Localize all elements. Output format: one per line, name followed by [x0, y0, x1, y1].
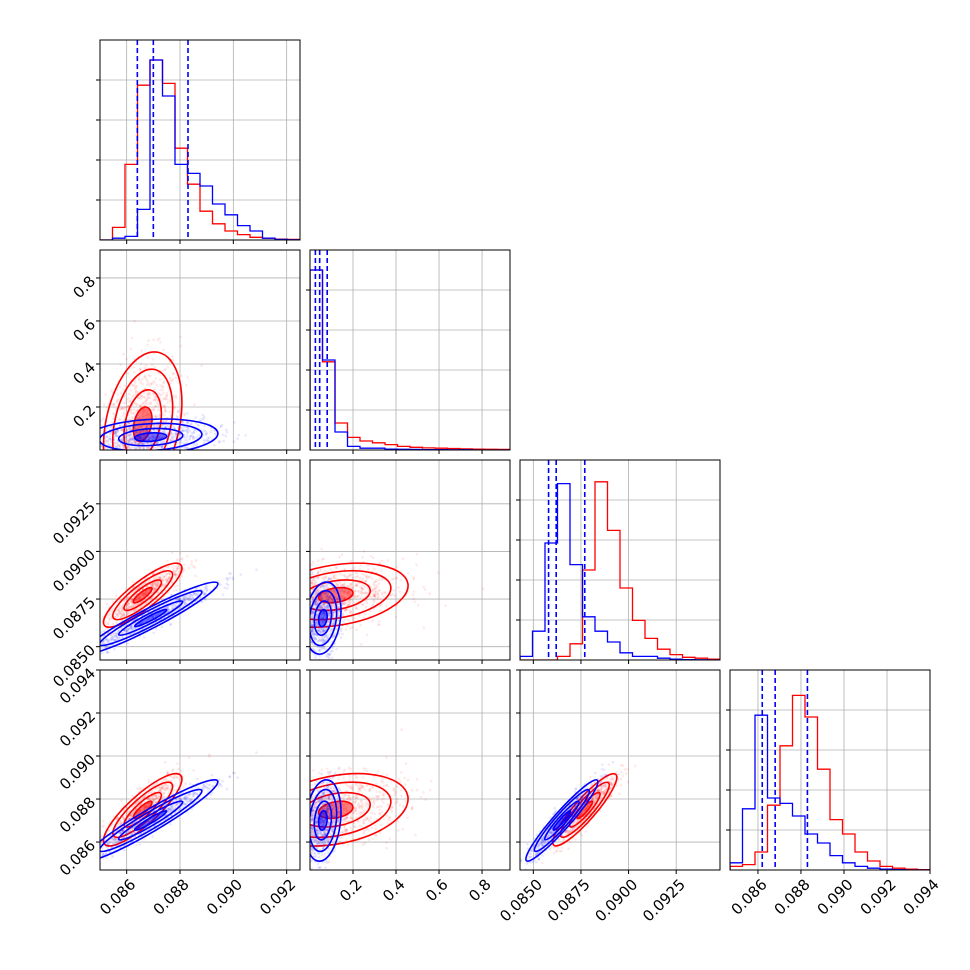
y-tick-label: 0.092 [56, 707, 99, 750]
contour-1-2-0-2 [100, 589, 203, 647]
contour-1-3-0-2 [100, 788, 203, 853]
contour-0-1-0-2 [112, 368, 174, 450]
panel-frame [99, 39, 301, 241]
histogram-1-3 [730, 714, 930, 870]
contour-1-1-0-1 [117, 427, 184, 447]
panel-3-0: 0.086 0.088 0.090 0.0920.0860.0880.0900.092… [56, 664, 301, 919]
x-tick-label: 0.0900 [591, 876, 641, 926]
panel-frame [99, 249, 301, 451]
panel-frame [99, 669, 301, 871]
x-tick-label: 0.4 [379, 876, 409, 906]
panel-frame [309, 249, 511, 451]
x-tick-label: 0.086 [728, 876, 771, 919]
y-tick-label: 0.0925 [49, 498, 99, 548]
contour-1-1-0-0 [133, 431, 168, 443]
contour-0-2-0-0 [132, 586, 153, 604]
histogram-0-1 [310, 269, 510, 450]
contour-0-2-1-2 [310, 570, 392, 621]
y-tick-label: 0.8 [69, 272, 99, 302]
histogram-0-2 [520, 481, 720, 660]
contour-1-2-1-2 [310, 589, 338, 647]
contour-0-2-0-1 [123, 579, 163, 612]
contour-0-3-1-3 [310, 772, 409, 847]
panel-frame [309, 459, 511, 661]
panel-1-1 [306, 249, 511, 454]
contour-1-3-0-1 [117, 800, 184, 841]
y-tick-label: 0.088 [56, 793, 99, 836]
x-tick-label: 0.094 [900, 876, 943, 919]
x-tick-label: 0.088 [771, 876, 814, 919]
contour-0-2-0-2 [112, 570, 174, 621]
contour-1-2-1-3 [310, 581, 342, 655]
panel-frame [519, 669, 721, 871]
contour-1-3-2-1 [543, 800, 580, 841]
contour-0-2-1-3 [310, 562, 409, 628]
y-tick-label: 0.6 [69, 315, 99, 345]
x-tick-label: 0.092 [256, 876, 299, 919]
panel-0-0 [96, 39, 301, 244]
x-tick-label: 0.092 [857, 876, 900, 919]
contour-1-1-0-2 [100, 422, 203, 450]
contour-1-3-2-3 [525, 779, 599, 862]
contour-1-3-1-0 [317, 810, 328, 831]
x-tick-label: 0.0925 [639, 876, 689, 926]
contour-1-3-1-1 [313, 800, 333, 841]
y-tick-label: 0.086 [56, 836, 99, 879]
contour-0-3-1-2 [310, 781, 392, 839]
histogram-1-0 [100, 59, 300, 240]
contour-1-2-0-0 [133, 608, 168, 628]
histogram-0-3 [730, 694, 930, 870]
x-tick-label: 0.2 [336, 876, 366, 906]
x-tick-label: 0.088 [150, 876, 193, 919]
x-tick-label: 0.6 [422, 876, 452, 906]
panel-frame [99, 459, 301, 661]
panel-1-0: 0.2 0.4 0.6 0.8 [69, 249, 301, 454]
y-tick-label: 0.4 [69, 358, 99, 388]
contour-1-3-1-2 [310, 788, 338, 853]
y-tick-label: 0.090 [56, 750, 99, 793]
x-tick-label: 0.090 [203, 876, 246, 919]
contour-0-2-1-1 [310, 579, 372, 612]
contour-1-3-2-2 [533, 788, 591, 853]
contour-0-3-2-3 [551, 772, 618, 847]
contour-1-2-0-3 [100, 581, 219, 655]
x-tick-label: 0.0875 [544, 876, 594, 926]
x-tick-label: 0.0850 [496, 876, 546, 926]
contour-1-2-0-1 [117, 600, 184, 637]
contour-1-2-1-0 [317, 608, 329, 628]
x-tick-label: 0.086 [96, 876, 139, 919]
contour-1-1-0-3 [100, 418, 219, 450]
histogram-0-0 [100, 59, 300, 240]
contour-1-3-1-3 [310, 779, 342, 862]
x-tick-label: 0.090 [814, 876, 857, 919]
panel-2-1 [306, 459, 511, 664]
y-tick-label: 0.0900 [49, 546, 99, 596]
y-tick-label: 0.2 [69, 401, 99, 431]
panel-2-2 [516, 459, 721, 664]
panel-frame [519, 459, 721, 661]
panel-frame [729, 669, 931, 871]
contour-1-3-2-0 [552, 810, 572, 831]
contour-1-3-0-0 [133, 810, 168, 831]
panel-3-3: 0.086 0.088 0.090 0.092 0.094 [726, 669, 943, 919]
contour-1-2-1-1 [313, 600, 333, 637]
x-tick-label: 0.8 [465, 876, 495, 906]
y-tick-label: 0.0875 [49, 593, 99, 643]
contour-1-3-0-3 [100, 779, 219, 862]
panel-frame [309, 669, 511, 871]
